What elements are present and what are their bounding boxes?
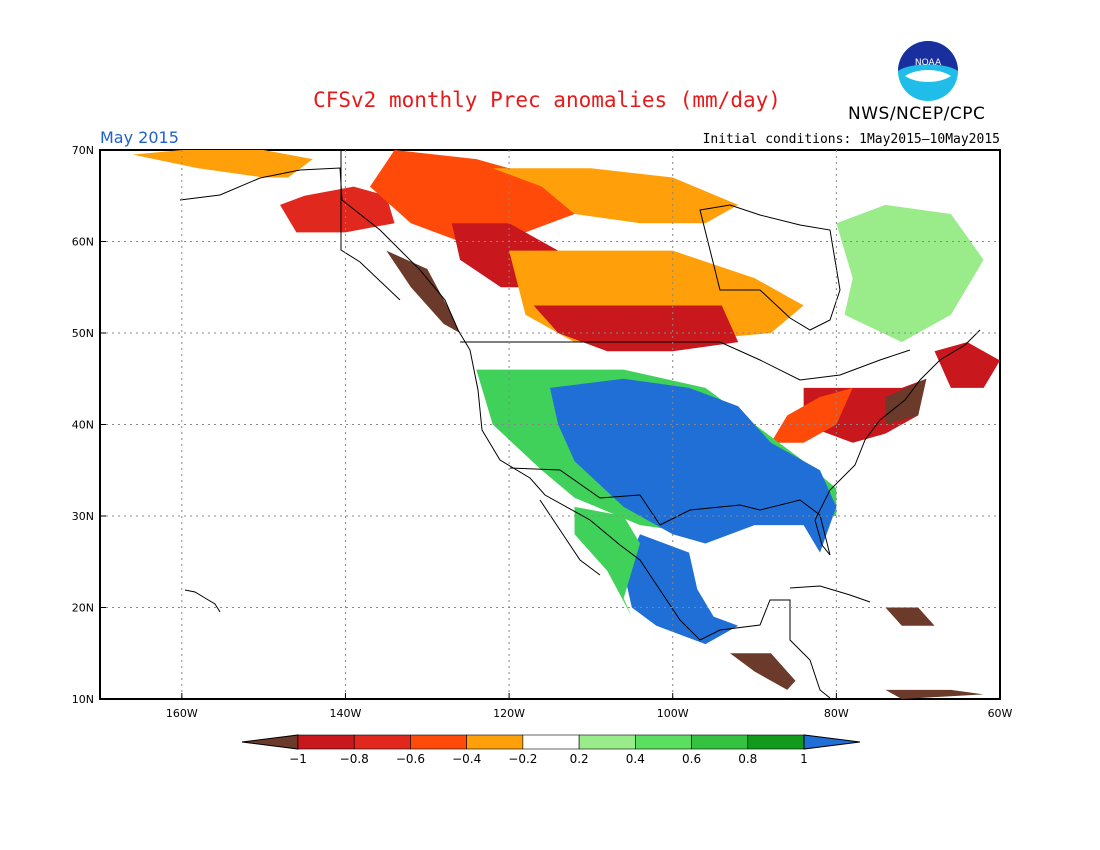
lon-tick-label: 120W: [493, 707, 525, 720]
coastline-gulf: [659, 329, 981, 556]
anomaly-region-ne-us-red: [770, 387, 853, 443]
colorbar-segment: [691, 734, 749, 750]
colorbar-segment: [297, 734, 355, 750]
coastline-cuba: [789, 585, 871, 603]
colorbar-label: −1: [289, 752, 307, 766]
month-label: May 2015: [100, 128, 179, 147]
lon-tick-label: 140W: [330, 707, 362, 720]
anomaly-regions: [132, 150, 1000, 699]
coastline-hawaii: [184, 589, 221, 613]
coastline-hudson: [699, 204, 841, 331]
logo-text: NOAA: [915, 58, 942, 68]
lon-tick-label: 60W: [988, 707, 1013, 720]
colorbar-segment: [241, 734, 299, 750]
lat-tick-label: 30N: [72, 510, 94, 523]
colorbar-label: 1: [800, 752, 808, 766]
anomaly-region-arctic-canada: [492, 168, 739, 224]
colorbar-segment: [466, 734, 524, 750]
colorbar-segment: [803, 734, 861, 750]
colorbar-segment: [410, 734, 467, 750]
lat-tick-label: 20N: [72, 602, 94, 615]
border-alaska: [340, 150, 401, 301]
colorbar-segment: [578, 734, 636, 750]
colorbar-label: 0.6: [682, 752, 702, 766]
coastlines: [179, 150, 981, 699]
anomaly-region-mexico-green: [574, 506, 640, 617]
anomaly-region-new-england: [885, 378, 927, 425]
anomaly-region-saskatchewan: [533, 305, 739, 352]
lon-tick-label: 100W: [657, 707, 689, 720]
colorbar-label: 0.4: [625, 752, 645, 766]
anomaly-region-bc-coast: [386, 250, 460, 333]
coastline-baja: [539, 499, 601, 576]
lat-tick-label: 60N: [72, 236, 94, 249]
lat-tick-label: 10N: [72, 693, 94, 706]
gridlines: [100, 150, 1000, 699]
agency-label: NWS/NCEP/CPC: [848, 104, 986, 124]
colorbar: [241, 734, 861, 750]
colorbar-label: −0.2: [508, 752, 538, 766]
colorbar-label: 0.2: [569, 752, 589, 766]
lon-tick-label: 80W: [824, 707, 849, 720]
colorbar-segment: [747, 734, 805, 750]
anomaly-region-east-canada: [836, 204, 984, 343]
colorbar-label: −0.8: [339, 752, 369, 766]
colorbar-label: 0.8: [738, 752, 758, 766]
lon-tick-label: 160W: [166, 707, 198, 720]
lat-tick-label: 40N: [72, 419, 94, 432]
colorbar-segment: [635, 734, 692, 750]
anomaly-region-yukon-mackenzie: [370, 150, 591, 242]
anomaly-region-caribbean: [885, 607, 935, 626]
anomaly-region-venezuela: [885, 689, 984, 699]
coastline-north-america: [179, 167, 831, 699]
anomaly-region-central-america: [730, 653, 796, 690]
border-us-mexico: [509, 467, 661, 526]
axis-ticks: 10N 20N 30N 40N 50N 60N 70N 160W 140W 120W 100W 80W…: [72, 144, 1013, 720]
colorbar-segment: [353, 734, 411, 750]
colorbar-label: −0.6: [395, 752, 426, 766]
colorbar-label: −0.4: [452, 752, 482, 766]
noaa-logo: NOAA: [898, 41, 958, 101]
colorbar-segment: [522, 734, 580, 750]
lat-tick-label: 70N: [72, 144, 94, 157]
anomaly-region-mexico: [623, 534, 739, 645]
lat-tick-label: 50N: [72, 327, 94, 340]
border-us-canada: [460, 341, 911, 381]
chart-title: CFSv2 monthly Prec anomalies (mm/day): [313, 88, 781, 112]
initial-conditions-label: Initial conditions: 1May2015—10May2015: [702, 132, 1000, 147]
anomaly-region-alaska-north: [132, 150, 313, 178]
anomaly-region-alaska-south: [280, 186, 395, 233]
